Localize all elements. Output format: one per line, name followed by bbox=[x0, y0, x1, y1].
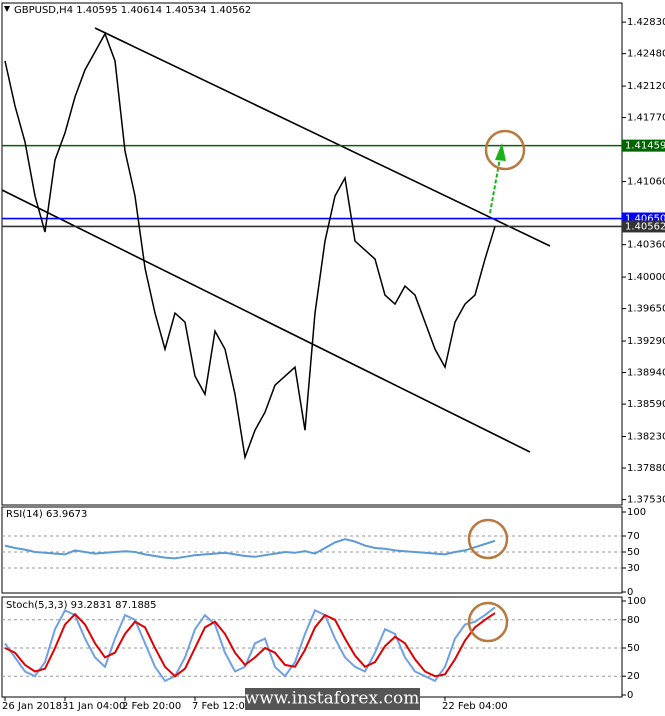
y-tick-label: 1.39650 bbox=[627, 304, 665, 315]
y-tick-label: 100 bbox=[627, 596, 646, 607]
data-line bbox=[4, 32, 496, 461]
y-tick-label: 1.38940 bbox=[627, 368, 665, 379]
highlight-circle bbox=[467, 518, 509, 560]
arrow bbox=[489, 157, 501, 214]
trend-line bbox=[94, 27, 551, 247]
y-tick-label: 1.37530 bbox=[627, 495, 665, 506]
trend-line bbox=[1, 189, 531, 453]
level-label: 1.40650 bbox=[625, 214, 665, 225]
y-tick-label: 1.40360 bbox=[627, 240, 665, 251]
y-tick-label: 70 bbox=[627, 531, 640, 542]
x-tick-label: 31 Jan 04:00 bbox=[62, 701, 125, 712]
y-tick-label: 1.42830 bbox=[627, 17, 665, 28]
y-tick-label: 1.40000 bbox=[627, 272, 665, 283]
y-tick-label: 80 bbox=[627, 615, 640, 626]
highlight-circle bbox=[467, 601, 509, 643]
x-tick-label: 22 Feb 04:00 bbox=[442, 701, 508, 712]
y-tick-label: 100 bbox=[627, 507, 646, 518]
panel-title: RSI(14) 63.9673 bbox=[6, 509, 87, 520]
y-tick-label: 20 bbox=[627, 671, 640, 682]
y-tick-label: 0 bbox=[627, 587, 633, 598]
highlight-circle bbox=[484, 129, 526, 171]
watermark: www.instaforex.com bbox=[245, 689, 420, 709]
icon bbox=[4, 6, 10, 12]
price-panel bbox=[1, 2, 623, 506]
y-tick-label: 1.41060 bbox=[627, 177, 665, 188]
y-tick-label: 1.42480 bbox=[627, 49, 665, 60]
level-label: 1.41459 bbox=[625, 141, 665, 152]
watermark-bar bbox=[245, 688, 420, 710]
y-tick-label: 1.38590 bbox=[627, 399, 665, 410]
y-tick-label: 1.37880 bbox=[627, 463, 665, 474]
x-tick-label: 26 Jan 2018 bbox=[2, 701, 62, 712]
y-tick-label: 50 bbox=[627, 547, 640, 558]
y-tick-label: 50 bbox=[627, 643, 640, 654]
y-tick-label: 1.38230 bbox=[627, 432, 665, 443]
y-tick-label: 30 bbox=[627, 563, 640, 574]
y-tick-label: 0 bbox=[627, 690, 633, 701]
y-tick-label: 1.42120 bbox=[627, 81, 665, 92]
data-line bbox=[4, 538, 496, 560]
panel-title: Stoch(5,3,3) 93.2831 87.1885 bbox=[6, 600, 157, 611]
chart-title: GBPUSD,H4 1.40595 1.40614 1.40534 1.4056… bbox=[14, 5, 251, 16]
rsi-panel bbox=[1, 506, 623, 594]
data-line bbox=[4, 612, 496, 678]
x-tick-label: 2 Feb 20:00 bbox=[122, 701, 181, 712]
data-line bbox=[4, 606, 496, 683]
arrow-head bbox=[495, 143, 506, 161]
y-tick-label: 1.39290 bbox=[627, 336, 665, 347]
level-label-box bbox=[622, 139, 665, 152]
level-label-box bbox=[622, 220, 665, 233]
level-label: 1.40562 bbox=[625, 221, 665, 232]
y-tick-label: 1.41770 bbox=[627, 113, 665, 124]
plots: 1.42830 1.42480 1.42120 1.41770 1.41060 1.403… bbox=[2, 17, 665, 712]
x-tick-label: 7 Feb 12:00 bbox=[192, 701, 251, 712]
